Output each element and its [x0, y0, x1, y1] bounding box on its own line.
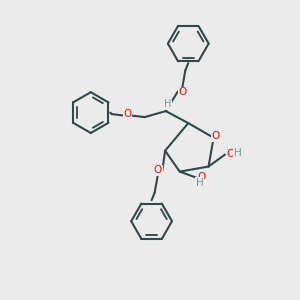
Text: H: H	[234, 148, 242, 158]
Text: O: O	[154, 165, 162, 175]
Text: H: H	[196, 178, 204, 188]
Text: O: O	[197, 172, 206, 182]
Text: O: O	[123, 110, 131, 119]
Text: O: O	[212, 131, 220, 141]
Text: O: O	[178, 88, 187, 98]
Text: O: O	[226, 149, 235, 159]
Text: H: H	[164, 100, 172, 110]
